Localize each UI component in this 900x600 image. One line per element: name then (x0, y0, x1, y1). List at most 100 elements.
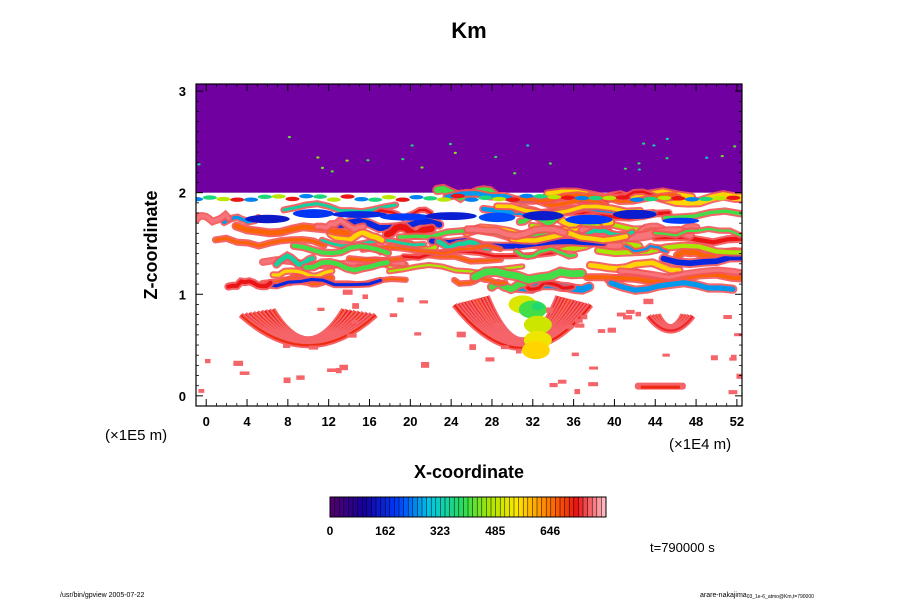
colorbar-segment (403, 497, 409, 517)
colorbar-segment (417, 497, 423, 517)
plot-frame (195, 83, 743, 407)
streak-segment (522, 211, 564, 221)
chart-title: Km (451, 18, 486, 43)
field-speck-low (516, 348, 522, 354)
field-speck-low (597, 329, 606, 333)
field-speck (637, 162, 641, 165)
band-edge (602, 195, 617, 201)
colorbar-segment (550, 497, 556, 517)
colorbar-segment (495, 497, 501, 517)
band-stroke (226, 279, 273, 289)
field-speck (733, 145, 737, 148)
colorbar-segment (445, 497, 451, 517)
field-speck-low (351, 320, 359, 324)
colorbar-segment (385, 497, 391, 517)
field-speck-low (419, 300, 429, 304)
field-speck-low (239, 371, 250, 375)
streak-segment (292, 209, 334, 219)
field-speck-low (729, 357, 737, 361)
band-edge (436, 197, 451, 202)
band-edge (244, 197, 259, 202)
field-speck-low (500, 345, 510, 350)
colorbar-segment (454, 497, 460, 517)
field-speck-low (495, 322, 504, 328)
colorbar-segment (357, 497, 363, 517)
streak-segment (380, 213, 431, 221)
y-axis-unit: (×1E5 m) (105, 427, 167, 444)
x-axis-unit: (×1E4 m) (669, 436, 731, 453)
colorbar-segment (371, 497, 377, 517)
band-stroke (660, 254, 742, 267)
colorbar-segment (592, 497, 598, 517)
plume-arc (647, 315, 694, 332)
time-label: t=790000 s (650, 540, 715, 555)
band-stroke (361, 244, 502, 255)
turbulent-band (196, 183, 742, 295)
field-speck (652, 144, 656, 147)
colorbar-segment (348, 497, 354, 517)
x-axis: 0 4 8 12 16 20 24 28 32 36 40 44 48 52 (203, 84, 744, 429)
field-speck-low (335, 367, 342, 374)
field-speck-low (414, 332, 422, 336)
band-edge (381, 194, 396, 200)
field-speck-low (734, 333, 742, 337)
plume-core-center (531, 302, 544, 311)
field-speck (720, 154, 724, 158)
streak-segment (425, 212, 477, 221)
streak-segment (662, 217, 700, 224)
band-stroke (213, 236, 326, 248)
colorbar-segment (555, 497, 561, 517)
colorbar-segment (440, 497, 446, 517)
colorbar-segment (573, 497, 579, 517)
band-edge (478, 195, 493, 201)
field-speck-low (589, 366, 599, 370)
band-edge (505, 197, 520, 202)
band-edge (423, 196, 438, 201)
field-speck-low (327, 368, 337, 373)
plume-left (238, 307, 378, 349)
colorbar-segment (463, 497, 469, 517)
band-edge (547, 194, 562, 200)
field-speck (705, 156, 709, 159)
ground-patch-core (640, 385, 680, 389)
field-speck (401, 158, 405, 161)
band-edge (257, 194, 272, 200)
colorbar-segment (500, 497, 506, 517)
field-speck (330, 170, 334, 173)
field-speck-low (198, 389, 205, 393)
band-stroke (653, 227, 742, 237)
y-tick-label: 0 (179, 389, 186, 404)
colorbar-segment (435, 497, 441, 517)
band-edge (368, 197, 383, 202)
band-stroke (328, 229, 385, 243)
colorbar-segment (366, 497, 372, 517)
field-speck (345, 159, 349, 162)
footer-right-main: arare-nakajima (700, 592, 747, 599)
field-speck (548, 162, 552, 165)
field-speck-low (710, 355, 718, 361)
colorbar-segment (569, 497, 575, 517)
colorbar-segment (458, 497, 464, 517)
field-speck-low (389, 313, 398, 318)
streak-segment (565, 214, 613, 225)
band-stroke (271, 269, 334, 279)
footer-left: /usr/bin/gpview 2005-07-22 (60, 592, 145, 599)
field-speck-low (469, 344, 477, 350)
band-stroke (303, 260, 390, 273)
colorbar-segment (523, 497, 529, 517)
plume-right (645, 313, 696, 334)
colorbar-segment (431, 497, 437, 517)
field-speck-low (346, 333, 357, 338)
colorbar-segment (532, 497, 538, 517)
field-speck-low (635, 311, 642, 317)
x-tick-label: 0 (203, 414, 210, 429)
band-stroke (587, 260, 682, 273)
field-speck-low (485, 357, 495, 362)
band-stroke (663, 209, 742, 220)
x-tick-label: 12 (321, 414, 335, 429)
colorbar-segment (601, 497, 607, 517)
field-speck (623, 167, 628, 170)
plume-center (452, 295, 594, 360)
band-edge (492, 196, 507, 202)
field-speck (287, 135, 292, 139)
